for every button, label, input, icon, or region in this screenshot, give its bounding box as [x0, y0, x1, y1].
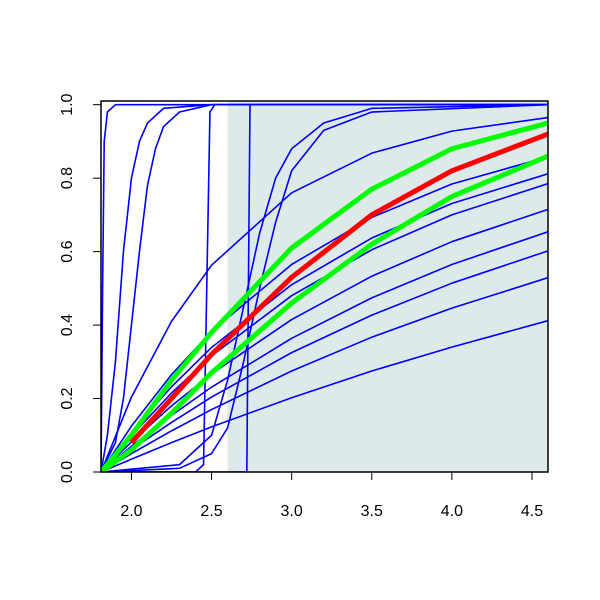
series-line [101, 153, 548, 472]
x-tick-label: 4.5 [521, 503, 543, 520]
axes: 2.0 2.5 3.0 3.5 4.0 4.5 0.0 0.2 0.4 0.6 0.8 1.0 [59, 93, 549, 520]
x-tick-label: 3.0 [281, 503, 303, 520]
plot-area [101, 101, 548, 472]
series-line [101, 116, 548, 472]
series-line [101, 103, 548, 472]
series-line [101, 103, 548, 472]
series-line [101, 103, 548, 472]
y-tick-label: 0.6 [59, 240, 76, 262]
series-line [101, 103, 548, 472]
series-line [101, 319, 548, 472]
series-line [101, 103, 548, 472]
series-line [101, 120, 548, 472]
series-line [101, 276, 548, 472]
y-tick-label: 1.0 [59, 93, 76, 115]
y-tick-label: 0.8 [59, 167, 76, 189]
y-tick-label: 0.2 [59, 387, 76, 409]
x-tick-label: 2.0 [120, 503, 142, 520]
y-tick-label: 0.0 [59, 461, 76, 483]
series-line [129, 131, 548, 445]
x-tick-label: 2.5 [200, 503, 222, 520]
y-tick-label: 0.4 [59, 314, 76, 336]
shaded-region [227, 101, 548, 472]
series-line [101, 156, 548, 472]
x-tick-label: 3.5 [361, 503, 383, 520]
plot-frame [100, 100, 549, 473]
x-tick-label: 4.0 [441, 503, 463, 520]
series-line [101, 103, 548, 472]
